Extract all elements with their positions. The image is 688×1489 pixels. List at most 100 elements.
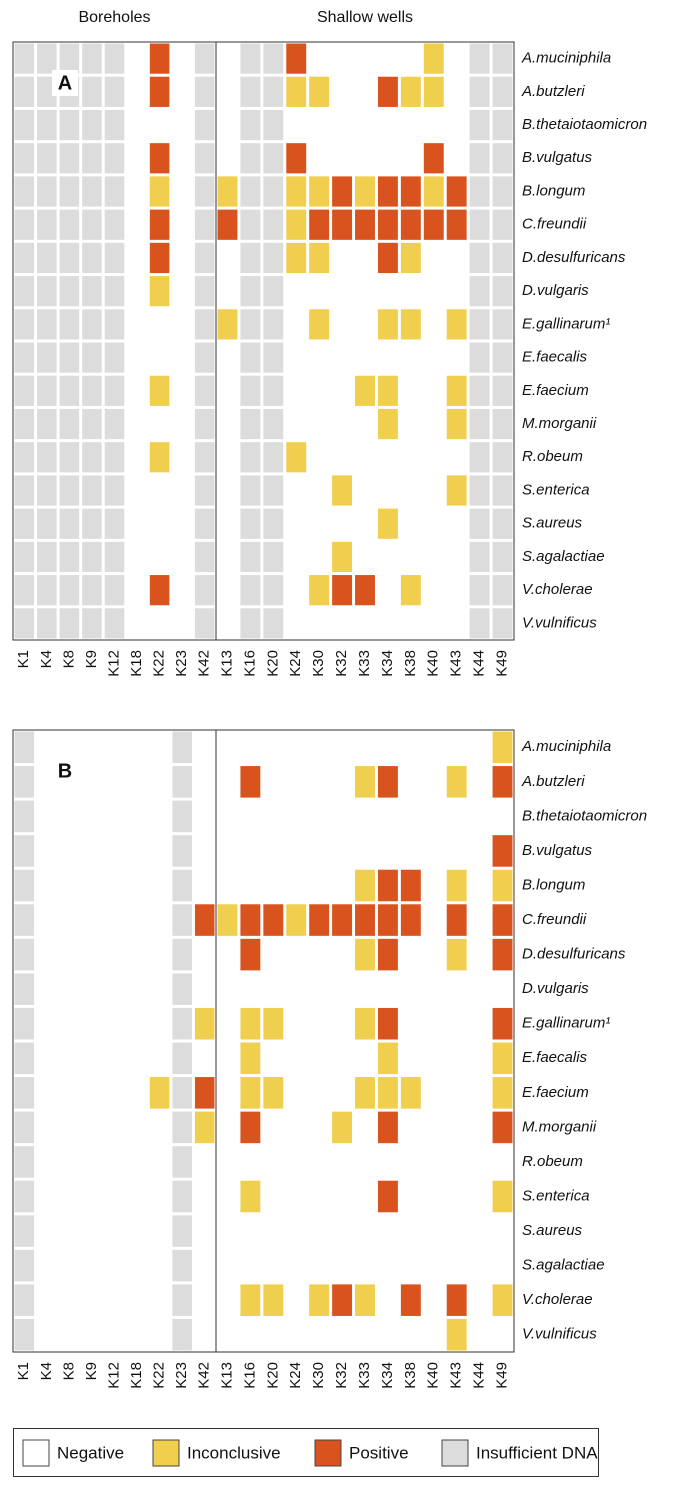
cell bbox=[194, 973, 215, 1005]
cell bbox=[37, 1318, 57, 1351]
cell bbox=[286, 1318, 307, 1351]
cell bbox=[492, 1077, 513, 1109]
cell bbox=[377, 276, 398, 307]
cell bbox=[172, 1249, 192, 1282]
cell bbox=[332, 143, 353, 174]
cell bbox=[446, 869, 467, 902]
cell bbox=[59, 1180, 80, 1213]
cell bbox=[127, 442, 147, 473]
cell bbox=[469, 508, 490, 539]
cell bbox=[492, 1249, 513, 1282]
cell bbox=[240, 109, 261, 141]
cell bbox=[104, 475, 125, 506]
cell bbox=[332, 176, 353, 207]
cell bbox=[400, 731, 421, 764]
cell bbox=[14, 575, 35, 606]
cell bbox=[286, 1007, 307, 1040]
cell bbox=[469, 835, 490, 867]
legend-swatch bbox=[441, 1439, 469, 1467]
cell bbox=[217, 508, 238, 539]
cell bbox=[14, 109, 35, 141]
cell bbox=[217, 1007, 238, 1040]
cell bbox=[286, 973, 307, 1005]
cell bbox=[263, 508, 284, 539]
cell bbox=[149, 276, 170, 307]
column-label: K16 bbox=[241, 1362, 258, 1389]
cell bbox=[355, 309, 375, 340]
cell bbox=[309, 109, 330, 141]
cell bbox=[492, 1007, 513, 1040]
cell bbox=[14, 608, 35, 639]
cell bbox=[355, 408, 375, 440]
cell bbox=[104, 242, 125, 274]
cell bbox=[82, 276, 102, 307]
cell bbox=[332, 1318, 353, 1351]
cell bbox=[149, 835, 170, 867]
column-label: K24 bbox=[287, 650, 304, 677]
cell bbox=[469, 43, 490, 74]
cell bbox=[309, 904, 330, 936]
cell bbox=[309, 1077, 330, 1109]
cell bbox=[149, 209, 170, 240]
cell bbox=[423, 508, 444, 539]
cell bbox=[82, 608, 102, 639]
cell bbox=[286, 1111, 307, 1144]
cell bbox=[423, 176, 444, 207]
cell bbox=[82, 938, 102, 971]
cell bbox=[355, 1146, 375, 1178]
cell bbox=[263, 835, 284, 867]
cell bbox=[492, 375, 513, 406]
cell bbox=[82, 375, 102, 406]
cell bbox=[82, 1077, 102, 1109]
cell bbox=[194, 541, 215, 573]
cell bbox=[423, 800, 444, 833]
cell bbox=[469, 442, 490, 473]
cell bbox=[423, 904, 444, 936]
cell bbox=[14, 408, 35, 440]
cell bbox=[469, 1111, 490, 1144]
row-label: V.cholerae bbox=[522, 1291, 593, 1308]
cell bbox=[286, 731, 307, 764]
cell bbox=[286, 1284, 307, 1316]
column-label: K43 bbox=[448, 1362, 465, 1389]
cell bbox=[309, 973, 330, 1005]
column-label: K22 bbox=[151, 650, 168, 677]
cell bbox=[59, 1146, 80, 1178]
cell bbox=[400, 541, 421, 573]
cell bbox=[127, 869, 147, 902]
cell bbox=[332, 508, 353, 539]
cell bbox=[377, 575, 398, 606]
cell bbox=[59, 1318, 80, 1351]
cell bbox=[127, 1249, 147, 1282]
cell bbox=[14, 1318, 35, 1351]
cell bbox=[423, 109, 444, 141]
cell bbox=[469, 608, 490, 639]
cell bbox=[217, 938, 238, 971]
column-label: K4 bbox=[38, 650, 55, 668]
cell bbox=[14, 1077, 35, 1109]
cell bbox=[263, 766, 284, 798]
cell bbox=[400, 869, 421, 902]
cell bbox=[194, 508, 215, 539]
cell bbox=[332, 1249, 353, 1282]
cell bbox=[492, 1146, 513, 1178]
cell bbox=[355, 342, 375, 373]
cell bbox=[286, 508, 307, 539]
cell bbox=[59, 242, 80, 274]
cell bbox=[59, 1042, 80, 1075]
cell bbox=[400, 904, 421, 936]
cell bbox=[59, 575, 80, 606]
cell bbox=[263, 143, 284, 174]
column-label: K8 bbox=[60, 650, 77, 668]
cell bbox=[82, 973, 102, 1005]
cell bbox=[37, 176, 57, 207]
row-label: V.vulnificus bbox=[522, 1326, 597, 1343]
cell bbox=[263, 575, 284, 606]
cell bbox=[59, 1111, 80, 1144]
cell bbox=[309, 475, 330, 506]
cell bbox=[149, 475, 170, 506]
cell bbox=[377, 904, 398, 936]
cell bbox=[194, 1042, 215, 1075]
cell bbox=[286, 43, 307, 74]
cell bbox=[492, 43, 513, 74]
